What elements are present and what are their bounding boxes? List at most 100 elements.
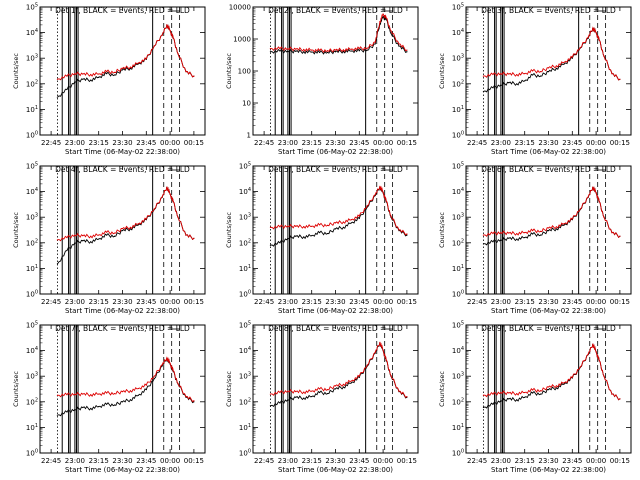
data-point: [113, 74, 116, 76]
data-point: [161, 365, 163, 367]
data-point: [319, 224, 321, 226]
y-axis-label: Counts/sec: [438, 212, 446, 248]
x-tick-label: 23:45: [136, 298, 156, 306]
x-tick-label: 23:45: [136, 139, 156, 147]
data-point: [193, 401, 195, 403]
x-tick-label: 23:00: [278, 298, 298, 306]
y-tick-label: 101: [452, 105, 464, 114]
data-point: [563, 382, 565, 384]
data-point: [482, 243, 485, 245]
data-point: [326, 51, 329, 54]
data-point: [492, 87, 494, 89]
data-point: [358, 50, 360, 52]
data-point: [598, 360, 600, 362]
x-tick-label: 23:30: [325, 139, 345, 147]
data-point: [269, 48, 272, 50]
y-tick-label: 100: [239, 449, 251, 458]
x-tick-label: 23:00: [65, 298, 85, 306]
y-tick-label: 103: [26, 213, 38, 222]
data-point: [137, 224, 139, 226]
data-point: [563, 383, 565, 385]
data-point: [311, 225, 313, 227]
data-point: [350, 380, 352, 382]
data-point: [74, 234, 76, 236]
data-point: [342, 383, 345, 385]
series-events: [56, 357, 195, 417]
y-tick-label: 101: [26, 264, 38, 273]
y-tick-label: 100: [452, 131, 464, 140]
y-tick-label: 102: [26, 397, 38, 406]
data-point: [379, 185, 381, 187]
data-point: [579, 46, 581, 49]
series-lld: [56, 356, 195, 403]
data-point: [524, 73, 526, 75]
data-point: [532, 389, 534, 391]
data-point: [129, 390, 132, 392]
data-point: [539, 390, 542, 392]
data-point: [592, 186, 594, 188]
data-point: [121, 229, 124, 232]
series-line: [483, 343, 621, 401]
x-axis-label: Start Time (06-May-02 22:38:00): [65, 307, 180, 315]
y-tick-label: 100: [26, 131, 38, 140]
data-point: [524, 391, 526, 394]
data-point: [555, 65, 558, 67]
data-point: [106, 231, 108, 233]
series-line: [57, 356, 195, 403]
data-point: [532, 74, 534, 76]
y-tick-label: 1000: [233, 36, 251, 44]
data-point: [145, 218, 147, 220]
data-point: [98, 393, 100, 395]
data-point: [385, 359, 387, 361]
y-tick-label: 103: [239, 213, 251, 222]
x-tick-label: 23:00: [278, 457, 298, 465]
data-point: [342, 49, 345, 51]
data-point: [269, 226, 272, 228]
y-tick-label: 105: [26, 321, 38, 330]
data-point: [106, 403, 108, 405]
data-point: [595, 31, 597, 34]
data-point: [539, 234, 542, 236]
series-line: [270, 15, 408, 55]
data-point: [145, 384, 147, 386]
data-point: [166, 24, 168, 26]
data-point: [358, 376, 360, 378]
data-point: [563, 61, 565, 63]
data-point: [319, 51, 321, 54]
data-point: [153, 378, 155, 380]
data-point: [342, 50, 345, 52]
data-point: [379, 20, 381, 23]
data-point: [303, 51, 305, 53]
data-point: [295, 235, 297, 237]
y-tick-label: 105: [239, 162, 251, 171]
y-tick-label: 102: [452, 397, 464, 406]
data-point: [555, 385, 558, 387]
data-point: [74, 408, 76, 411]
data-point: [555, 67, 558, 69]
data-point: [172, 370, 174, 372]
data-point: [611, 73, 613, 75]
data-point: [113, 71, 116, 73]
data-point: [287, 48, 289, 50]
data-point: [295, 225, 297, 227]
data-point: [303, 391, 305, 393]
data-point: [500, 391, 502, 394]
data-point: [90, 394, 92, 396]
data-point: [508, 232, 510, 234]
data-point: [121, 391, 124, 393]
data-point: [516, 238, 518, 240]
x-tick-label: 22:45: [41, 298, 61, 306]
x-tick-label: 00:00: [373, 457, 393, 465]
data-point: [385, 17, 387, 19]
data-point: [295, 50, 297, 52]
data-point: [398, 390, 400, 392]
data-point: [500, 84, 502, 86]
data-point: [145, 58, 147, 60]
x-tick-label: 23:15: [515, 139, 535, 147]
data-point: [532, 392, 534, 394]
data-point: [350, 222, 352, 224]
y-tick-label: 103: [452, 213, 464, 222]
chart-panel-9: Det 9f, BLACK = Events, RED = LLD1001011…: [438, 321, 632, 474]
data-point: [516, 73, 518, 76]
